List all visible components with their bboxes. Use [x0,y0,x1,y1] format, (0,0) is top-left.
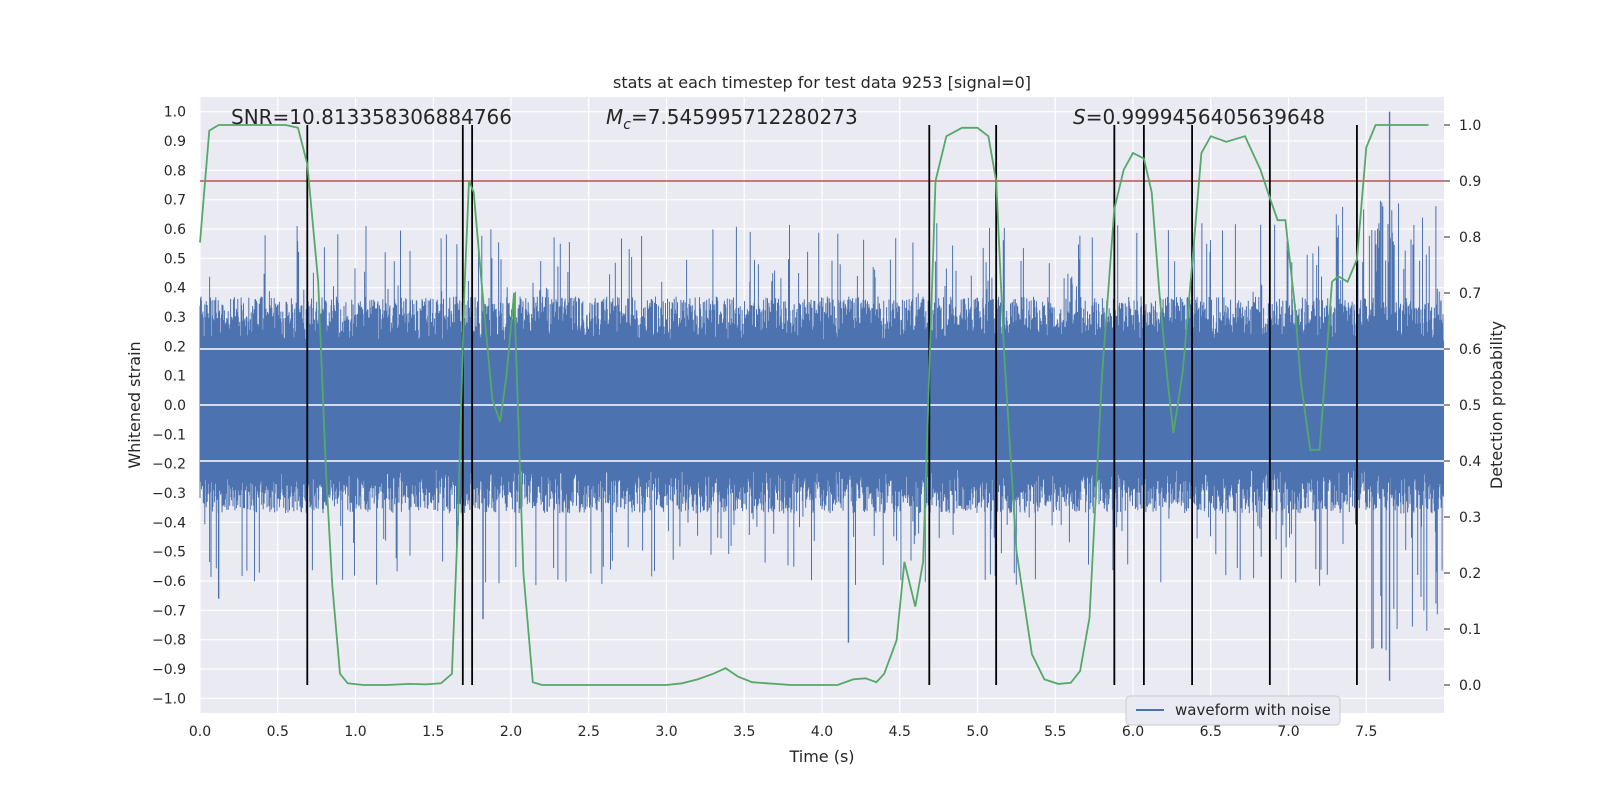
y-left-tick-label: 0.0 [164,398,186,414]
y-right-tick-label: 0.4 [1459,454,1481,470]
x-tick-label: 7.5 [1355,724,1377,740]
snr-annotation: SNR=10.813358306884766 [231,105,512,129]
y-left-tick-label: 0.6 [164,222,186,238]
probability-series [199,124,1429,686]
y-right-tick-label: 0.3 [1459,510,1481,526]
y-left-tick-label: 0.5 [164,251,186,267]
y-left-tick-label: −0.5 [152,545,186,561]
x-tick-label: 5.0 [966,724,988,740]
chirp-mass-value: =7.545995712280273 [631,105,858,129]
x-tick-label: 3.5 [733,724,755,740]
x-tick-label: 6.5 [1200,724,1222,740]
x-tick-label: 6.0 [1122,724,1144,740]
x-tick-label: 3.0 [655,724,677,740]
y-left-tick-label: −0.1 [152,427,186,443]
x-tick-label: 0.5 [267,724,289,740]
x-tick-label: 5.5 [1044,724,1066,740]
y-left-tick-label: 0.2 [164,339,186,355]
y-right-tick-label: 0.6 [1459,342,1481,358]
y-left-tick-label: −0.7 [152,603,186,619]
x-tick-label: 1.5 [422,724,444,740]
score-symbol: S [1073,105,1086,129]
x-axis-label: Time (s) [788,747,854,766]
y-right-tick-label: 0.2 [1459,566,1481,582]
y-right-tick-label: 0.5 [1459,398,1481,414]
y-left-axis-label: Whitened strain [125,341,144,468]
y-left-tick-label: −1.0 [152,691,186,707]
y-right-axis-label: Detection probability [1487,321,1506,489]
y-left-tick-label: 0.7 [164,193,186,209]
chirp-mass-subscript: c [623,117,631,133]
y-left-tick-label: −0.4 [152,515,186,531]
y-right-tick-label: 0.9 [1459,174,1481,190]
score-annotation: S=0.9999456405639648 [1073,105,1325,129]
legend-label: waveform with noise [1175,701,1331,719]
y-left-tick-label: −0.9 [152,662,186,678]
y-right-tick-label: 0.0 [1459,678,1481,694]
y-right-tick-label: 1.0 [1459,118,1481,134]
y-right-tick-label: 0.1 [1459,622,1481,638]
y-left-tick-labels: 1.0 0.9 0.8 0.7 0.6 0.5 0.4 0.3 0.2 0.1 0.0 −0.1 −0.… [152,105,186,708]
y-left-tick-label: 0.8 [164,163,186,179]
y-right-tick-label: 0.8 [1459,230,1481,246]
probability-line [199,124,1429,686]
x-tick-labels: 0.0 0.5 1.0 1.5 2.0 2.5 3.0 3.5 4.0 4.5 5.0 5.5 6.0 6… [189,724,1378,740]
chart-title: stats at each timestep for test data 925… [613,73,1031,92]
x-tick-label: 7.0 [1277,724,1299,740]
score-value: =0.9999456405639648 [1086,105,1325,129]
x-tick-label: 4.5 [889,724,911,740]
y-right-tick-label: 0.7 [1459,286,1481,302]
y-right-tick-labels: 1.0 0.9 0.8 0.7 0.6 0.5 0.4 0.3 0.2 0.1 0.0 [1444,118,1481,694]
x-tick-label: 1.0 [344,724,366,740]
y-left-tick-label: 0.3 [164,310,186,326]
legend: waveform with noise [1125,695,1341,726]
y-left-tick-label: −0.8 [152,633,186,649]
y-left-tick-label: −0.6 [152,574,186,590]
y-left-tick-label: −0.2 [152,457,186,473]
chirp-mass-symbol: M [606,105,623,129]
y-left-tick-label: 0.4 [164,281,186,297]
noise-series [199,111,1444,681]
x-tick-label: 4.0 [811,724,833,740]
chirp-mass-annotation: Mc=7.545995712280273 [606,105,858,133]
y-left-tick-label: 1.0 [164,105,186,121]
legend-box [1125,695,1341,726]
y-left-tick-label: 0.9 [164,134,186,150]
x-tick-label: 0.0 [189,724,211,740]
y-left-tick-label: −0.3 [152,486,186,502]
x-tick-label: 2.0 [500,724,522,740]
x-tick-label: 2.5 [578,724,600,740]
y-left-tick-label: 0.1 [164,369,186,385]
